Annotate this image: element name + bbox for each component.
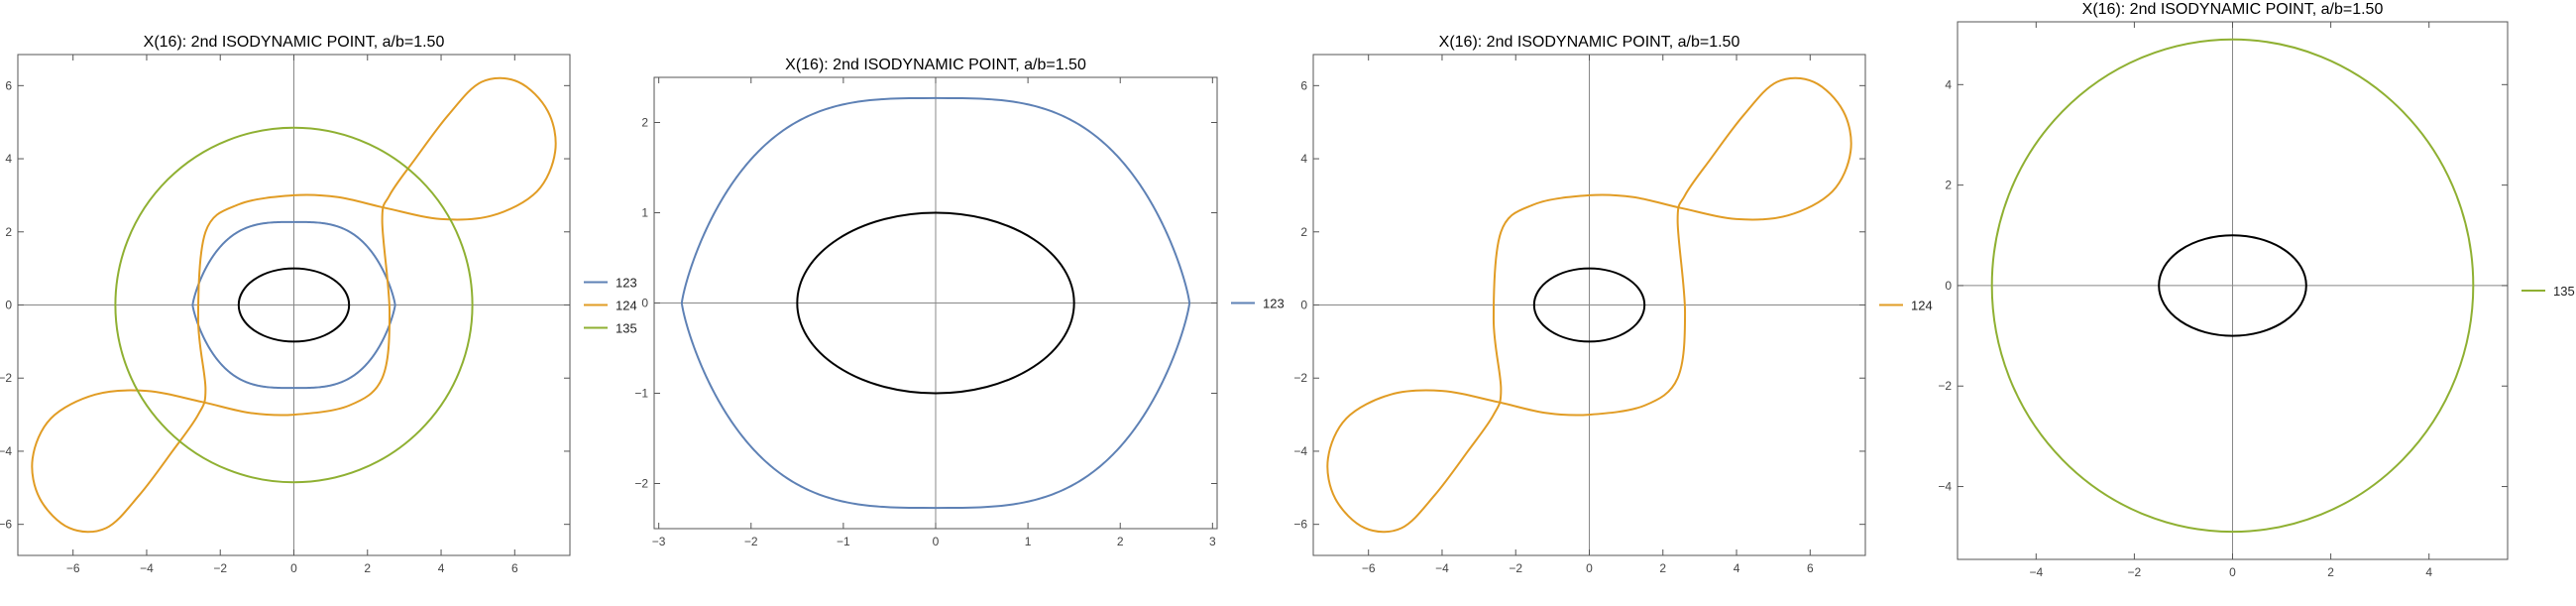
- y-tick-label: 4: [1945, 77, 1952, 91]
- reference-ellipse: [796, 211, 1075, 395]
- x-tick-label: −2: [744, 535, 758, 548]
- series-124-curve: [31, 76, 557, 534]
- y-tick-label: −2: [1938, 379, 1952, 393]
- y-tick-label: 2: [5, 225, 12, 239]
- legend-label-124: 124: [1911, 299, 1933, 313]
- reference-ellipse: [1532, 267, 1646, 343]
- series-135-curve: [114, 126, 474, 484]
- y-tick-label: −4: [1293, 444, 1307, 458]
- legend-label-124: 124: [616, 299, 637, 313]
- y-tick-label: 2: [1300, 225, 1307, 239]
- y-tick-label: −4: [0, 444, 12, 458]
- x-tick-label: 6: [1807, 561, 1814, 575]
- series-123-curve: [680, 96, 1191, 510]
- series-123-curve: [191, 220, 396, 390]
- y-tick-label: 6: [1300, 78, 1307, 92]
- y-tick-label: 0: [1300, 299, 1307, 312]
- x-tick-label: −2: [1509, 561, 1522, 575]
- chart-title: X(16): 2nd ISODYNAMIC POINT, a/b=1.50: [2082, 1, 2384, 18]
- y-tick-label: 0: [1945, 279, 1952, 293]
- y-tick-label: 0: [641, 297, 648, 310]
- x-tick-label: 1: [1025, 535, 1032, 548]
- legend-label-135: 135: [2553, 284, 2575, 299]
- y-tick-label: −6: [1293, 518, 1307, 532]
- legend-label-123: 123: [616, 276, 637, 291]
- y-tick-label: 6: [5, 78, 12, 92]
- x-tick-label: 0: [2229, 565, 2236, 579]
- y-tick-label: 0: [5, 299, 12, 312]
- chart-title: X(16): 2nd ISODYNAMIC POINT, a/b=1.50: [785, 57, 1086, 73]
- y-tick-label: −2: [634, 477, 648, 491]
- x-tick-label: −2: [2128, 565, 2142, 579]
- x-tick-label: 4: [438, 561, 445, 575]
- x-tick-label: −3: [652, 535, 666, 548]
- x-tick-label: −4: [2029, 565, 2043, 579]
- y-tick-label: −2: [0, 371, 12, 385]
- x-tick-label: −4: [140, 561, 154, 575]
- chart-title: X(16): 2nd ISODYNAMIC POINT, a/b=1.50: [144, 34, 445, 51]
- chart-panel-4: X(16): 2nd ISODYNAMIC POINT, a/b=1.50 −4 −…: [1938, 1, 2574, 579]
- y-tick-label: −1: [634, 387, 648, 401]
- x-tick-label: 4: [2425, 565, 2432, 579]
- x-tick-label: 0: [290, 561, 297, 575]
- x-tick-label: −6: [1362, 561, 1376, 575]
- x-tick-label: 2: [2327, 565, 2334, 579]
- series-135-curve: [1990, 38, 2475, 534]
- x-tick-label: 6: [511, 561, 518, 575]
- x-tick-label: 4: [1734, 561, 1740, 575]
- x-tick-label: 0: [1586, 561, 1593, 575]
- chart-panel-2: X(16): 2nd ISODYNAMIC POINT, a/b=1.50 −3 −…: [634, 57, 1284, 548]
- x-tick-label: 2: [1659, 561, 1666, 575]
- x-tick-label: −4: [1435, 561, 1449, 575]
- y-tick-label: 2: [1945, 179, 1952, 192]
- x-tick-label: 3: [1209, 535, 1216, 548]
- series-124-curve: [1326, 76, 1852, 534]
- chart-title: X(16): 2nd ISODYNAMIC POINT, a/b=1.50: [1439, 34, 1740, 51]
- y-tick-label: 4: [5, 152, 12, 166]
- y-tick-label: −2: [1293, 371, 1307, 385]
- x-tick-label: −1: [837, 535, 850, 548]
- x-tick-label: −2: [213, 561, 227, 575]
- chart-panel-3: X(16): 2nd ISODYNAMIC POINT, a/b=1.50 −6 −…: [1293, 34, 1932, 575]
- legend-label-123: 123: [1263, 297, 1285, 311]
- y-tick-label: 1: [641, 206, 648, 220]
- y-tick-label: −6: [0, 518, 12, 532]
- x-tick-label: 0: [933, 535, 940, 548]
- legend-label-135: 135: [616, 321, 637, 336]
- x-tick-label: 2: [364, 561, 371, 575]
- reference-ellipse: [237, 267, 351, 343]
- x-tick-label: 2: [1117, 535, 1124, 548]
- reference-ellipse: [2158, 234, 2307, 337]
- y-tick-label: −4: [1938, 480, 1952, 494]
- y-tick-label: 4: [1300, 152, 1307, 166]
- chart-panel-1: X(16): 2nd ISODYNAMIC POINT, a/b=1.50 −6 −…: [0, 34, 637, 575]
- y-tick-label: 2: [641, 116, 648, 130]
- x-tick-label: −6: [66, 561, 80, 575]
